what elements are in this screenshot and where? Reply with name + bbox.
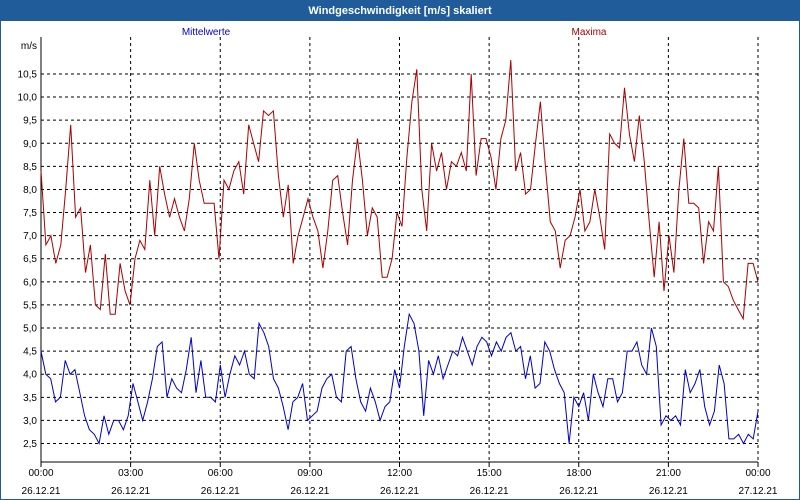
legend-maxima: Maxima bbox=[571, 27, 606, 38]
x-tick-time: 12:00 bbox=[387, 468, 412, 479]
y-tick-label: 5,5 bbox=[23, 300, 37, 311]
x-tick-time: 00:00 bbox=[28, 468, 53, 479]
x-tick-date: 26.12.21 bbox=[559, 486, 598, 497]
grid bbox=[40, 37, 759, 462]
y-tick-label: 10,5 bbox=[18, 69, 38, 80]
x-tick-date: 26.12.21 bbox=[470, 486, 509, 497]
x-tick-date: 26.12.21 bbox=[111, 486, 150, 497]
y-tick-label: 4,5 bbox=[23, 347, 37, 358]
y-tick-label: 4,0 bbox=[23, 370, 37, 381]
wind-speed-chart: 2,5 3,0 3,5 4,0 4,5 5,0 5,5 6,0 6,5 7,0 7,5 8,0 8,5 9… bbox=[18, 27, 778, 497]
x-tick-date: 26.12.21 bbox=[22, 486, 61, 497]
y-tick-label: 8,0 bbox=[23, 185, 37, 196]
x-tick-date: 26.12.21 bbox=[380, 486, 419, 497]
y-tick-label: 9,5 bbox=[23, 116, 37, 127]
series bbox=[40, 60, 759, 446]
y-tick-label: 5,0 bbox=[23, 324, 37, 335]
window-title: Windgeschwindigkeit [m/s] skaliert bbox=[1, 1, 799, 21]
x-tick-time: 00:00 bbox=[745, 468, 770, 479]
x-tick-time: 06:00 bbox=[208, 468, 233, 479]
x-tick-date: 26.12.21 bbox=[201, 486, 240, 497]
x-tick-time: 09:00 bbox=[297, 468, 322, 479]
y-tick-label: 6,5 bbox=[23, 254, 37, 265]
x-tick-time: 18:00 bbox=[566, 468, 591, 479]
y-tick-label: 10,0 bbox=[18, 93, 38, 104]
series-line-maxima bbox=[40, 60, 759, 321]
y-tick-label: 9,0 bbox=[23, 139, 37, 150]
labels: 2,5 3,0 3,5 4,0 4,5 5,0 5,5 6,0 6,5 7,0 7,5 8,0 8,5 9… bbox=[18, 27, 778, 497]
axes bbox=[40, 37, 759, 467]
y-tick-label: 6,0 bbox=[23, 277, 37, 288]
x-tick-time: 21:00 bbox=[656, 468, 681, 479]
x-tick-date: 26.12.21 bbox=[290, 486, 329, 497]
y-tick-label: 3,0 bbox=[23, 416, 37, 427]
x-tick-time: 03:00 bbox=[118, 468, 143, 479]
legend-mittelwerte: Mittelwerte bbox=[182, 27, 231, 38]
y-tick-label: 7,0 bbox=[23, 231, 37, 242]
x-tick-date: 26.12.21 bbox=[649, 486, 688, 497]
y-tick-label: 2,5 bbox=[23, 439, 37, 450]
x-tick-date: 27.12.21 bbox=[739, 486, 778, 497]
y-tick-label: 3,5 bbox=[23, 393, 37, 404]
y-axis-label: m/s bbox=[21, 41, 37, 52]
y-tick-label: 7,5 bbox=[23, 208, 37, 219]
series-line-mittelwerte bbox=[40, 312, 759, 446]
x-tick-time: 15:00 bbox=[477, 468, 502, 479]
y-tick-label: 8,5 bbox=[23, 162, 37, 173]
